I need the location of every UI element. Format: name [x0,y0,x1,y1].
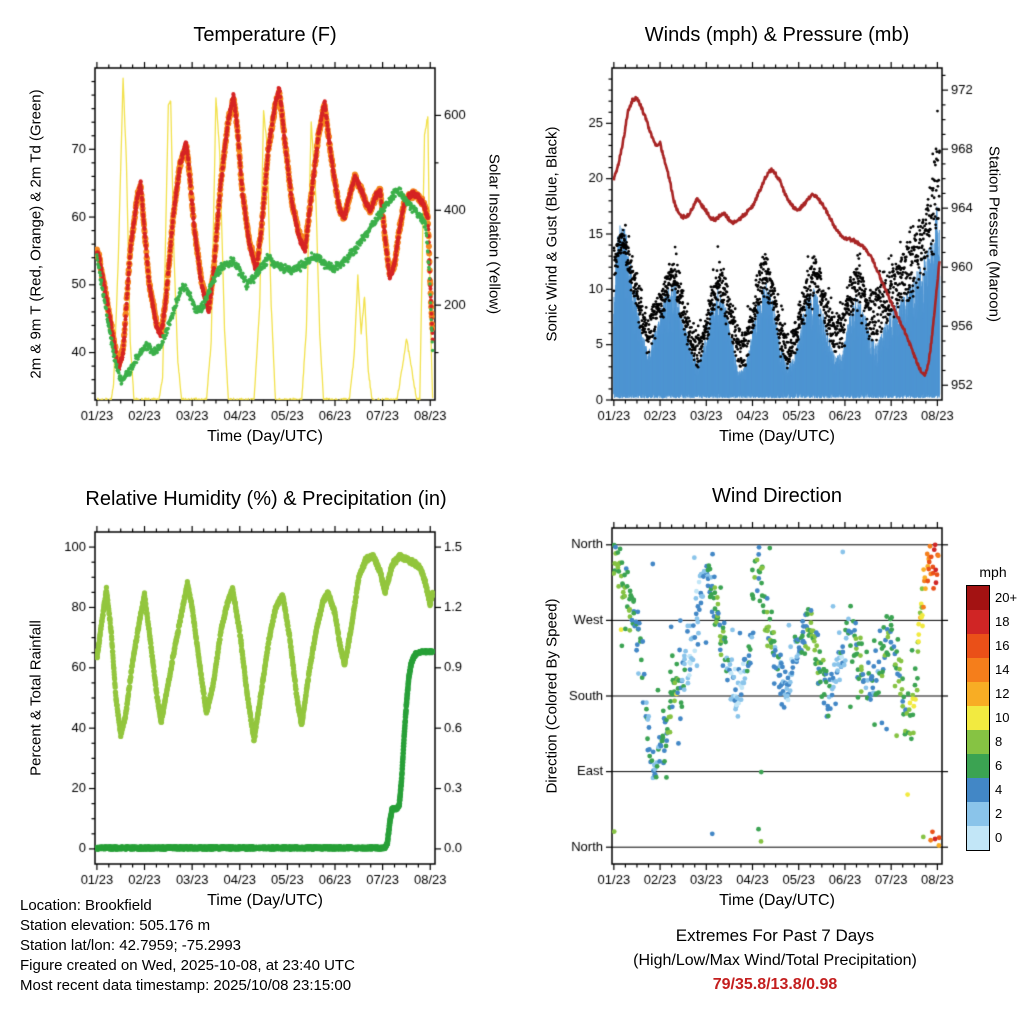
humidity-precip-xaxis-label: Time (Day/UTC) [207,892,323,909]
humidity-yaxis-left-label: Percent & Total Rainfall [27,620,45,776]
winds-pressure-title: Winds (mph) & Pressure (mb) [644,24,910,46]
colorbar-tick-label: 20+ [995,590,1018,605]
colorbar-band [967,730,989,754]
colorbar-title: mph [979,564,1007,580]
colorbar-tick-label: 8 [995,734,1003,749]
colorbar-tick-label: 14 [995,662,1010,677]
colorbar-band [967,802,989,826]
wind-direction-title: Wind Direction [711,485,843,507]
direction-yaxis-left-label: Direction (Colored By Speed) [543,598,561,794]
colorbar-tick-label: 0 [995,830,1003,845]
wind-gust-yaxis-left-label: Sonic Wind & Gust (Blue, Black) [543,126,561,342]
pressure-yaxis-right-label: Station Pressure (Maroon) [985,146,1003,322]
colorbar-band [967,778,989,802]
meta-location: Location: Brookfield [20,897,152,914]
winds-pressure-chart-canvas [512,0,1024,470]
colorbar-band [967,706,989,730]
colorbar-bands [966,585,990,851]
colorbar-tick-label: 18 [995,614,1010,629]
solar-insolation-yaxis-right-label: Solar Insolation (Yellow) [485,153,503,315]
wind-direction-xaxis-label: Time (Day/UTC) [719,892,835,909]
extremes-subtitle: (High/Low/Max Wind/Total Precipitation) [633,952,917,969]
colorbar-tick-label: 4 [995,782,1003,797]
wind-direction-chart-canvas [512,470,1024,900]
colorbar-tick-label: 10 [995,710,1010,725]
meta-created: Figure created on Wed, 2025-10-08, at 23… [20,957,355,974]
colorbar-band [967,634,989,658]
colorbar-band [967,754,989,778]
temperature-xaxis-label: Time (Day/UTC) [207,428,323,445]
extremes-values: 79/35.8/13.8/0.98 [712,976,838,993]
winds-pressure-xaxis-label: Time (Day/UTC) [719,428,835,445]
humidity-precip-chart-canvas [0,470,512,900]
colorbar-tick-label: 2 [995,806,1003,821]
extremes-title: Extremes For Past 7 Days [675,926,875,945]
speed-colorbar: mph 20+ 18 16 14 12 10 8 6 4 2 0 [966,564,1020,851]
colorbar-band [967,586,989,610]
colorbar-band [967,682,989,706]
colorbar-tick-label: 6 [995,758,1003,773]
temperature-yaxis-left-label: 2m & 9m T (Red, Orange) & 2m Td (Green) [27,89,45,379]
temperature-title: Temperature (F) [193,24,337,46]
station-meta: Location: Brookfield Station elevation: … [20,896,355,996]
meta-elevation: Station elevation: 505.176 m [20,917,211,934]
temperature-chart-canvas [0,0,512,470]
humidity-precip-title: Relative Humidity (%) & Precipitation (i… [85,488,447,510]
colorbar-labels: 20+ 18 16 14 12 10 8 6 4 2 0 [995,586,1017,851]
colorbar-band [967,610,989,634]
meta-latlon: Station lat/lon: 42.7959; -75.2993 [20,937,242,954]
colorbar-tick-label: 12 [995,686,1010,701]
colorbar-band [967,658,989,682]
colorbar-band [967,826,989,850]
colorbar-tick-label: 16 [995,638,1010,653]
extremes-block: Extremes For Past 7 Days (High/Low/Max W… [540,926,1010,994]
meta-timestamp: Most recent data timestamp: 2025/10/08 2… [20,977,352,994]
